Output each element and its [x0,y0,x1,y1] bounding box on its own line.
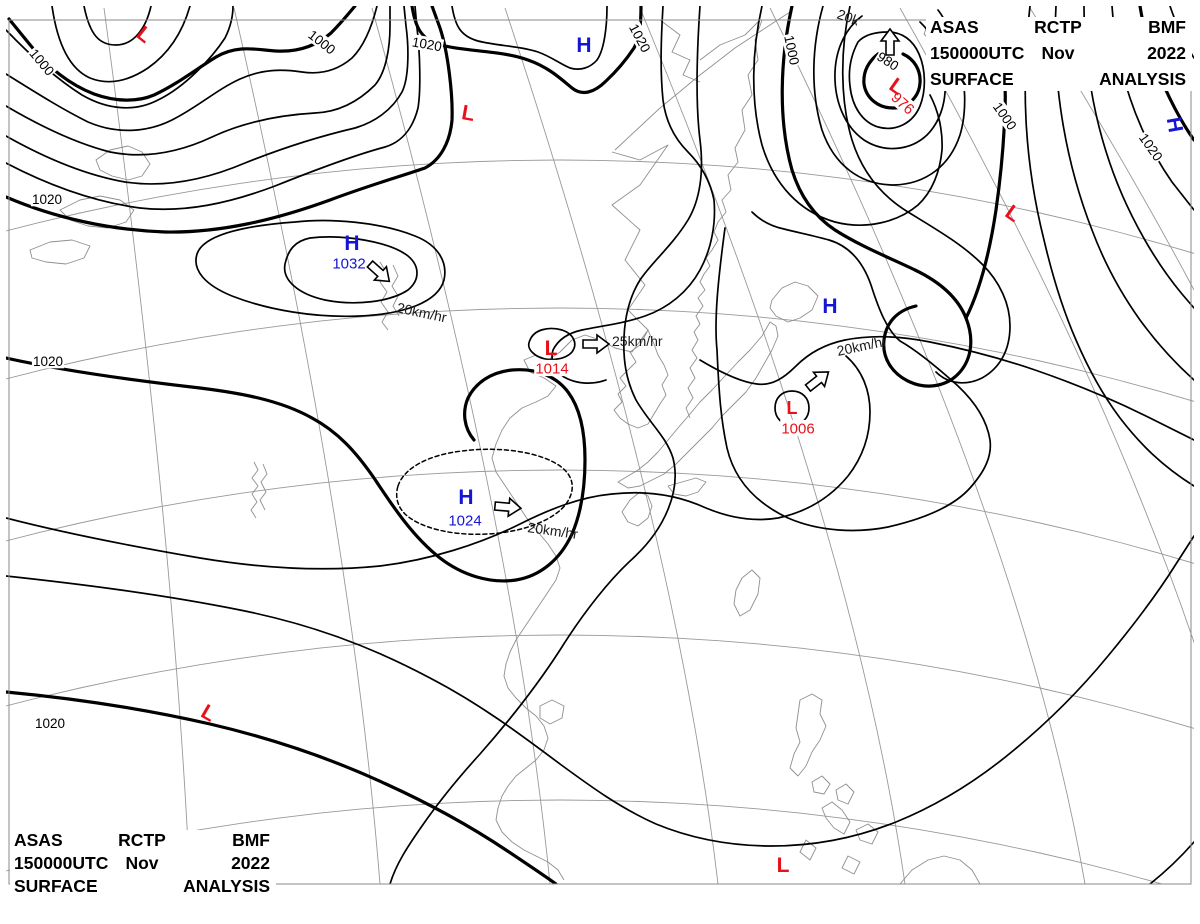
svg-text:Nov: Nov [125,853,158,873]
svg-text:ASAS: ASAS [14,830,63,850]
svg-text:1020: 1020 [32,192,62,207]
svg-text:ANALYSIS: ANALYSIS [183,876,270,896]
svg-text:SURFACE: SURFACE [14,876,98,896]
svg-text:L: L [777,854,790,877]
svg-text:SURFACE: SURFACE [930,69,1014,89]
svg-text:H: H [344,232,359,255]
svg-text:ANALYSIS: ANALYSIS [1099,69,1186,89]
svg-text:2022: 2022 [1147,43,1186,63]
svg-text:H: H [1162,115,1187,134]
svg-text:H: H [822,295,837,318]
svg-text:1020: 1020 [35,716,65,731]
svg-text:1000: 1000 [781,34,802,67]
svg-text:1020: 1020 [33,354,63,369]
svg-text:Nov: Nov [1041,43,1074,63]
svg-text:1006: 1006 [781,420,814,437]
svg-text:150000UTC: 150000UTC [14,853,109,873]
svg-text:RCTP: RCTP [118,830,166,850]
svg-text:25km/hr: 25km/hr [612,333,663,349]
svg-text:20km/hr: 20km/hr [527,519,580,542]
svg-text:1014: 1014 [535,360,568,377]
svg-text:2022: 2022 [231,853,270,873]
svg-text:20k: 20k [835,6,863,29]
svg-text:L: L [545,337,558,360]
svg-text:ASAS: ASAS [930,17,979,37]
svg-text:1024: 1024 [448,512,481,529]
svg-text:L: L [787,398,798,418]
svg-text:L: L [460,101,477,126]
svg-text:BMF: BMF [1148,17,1186,37]
svg-text:BMF: BMF [232,830,270,850]
svg-text:1032: 1032 [332,255,365,272]
svg-text:RCTP: RCTP [1034,17,1082,37]
svg-text:150000UTC: 150000UTC [930,43,1025,63]
svg-text:1020: 1020 [411,34,443,54]
svg-text:H: H [458,486,473,509]
svg-text:H: H [576,34,591,57]
